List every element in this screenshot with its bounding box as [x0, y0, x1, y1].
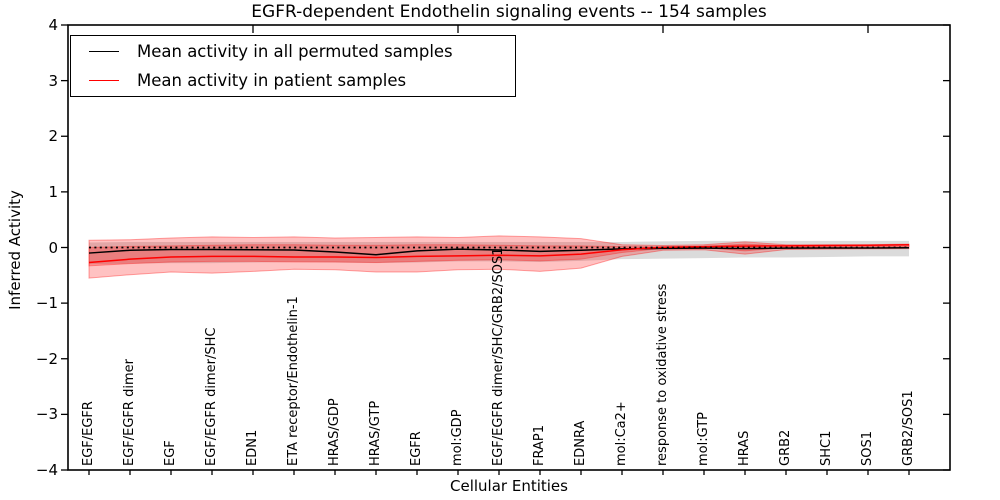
series-line-solid-red: [88, 243, 910, 264]
legend-item: Mean activity in all permuted samples: [71, 37, 515, 65]
x-category-label: EGF/EGFR dimer/SHC/GRB2/SOS1: [491, 247, 506, 467]
x-category-label: ETA receptor/Endothelin-1: [286, 296, 301, 466]
legend-label: Mean activity in patient samples: [137, 71, 407, 91]
chart-title: EGFR-dependent Endothelin signaling even…: [251, 2, 767, 22]
y-tick-label: 1: [48, 182, 58, 201]
legend-label: Mean activity in all permuted samples: [137, 41, 453, 61]
x-category-label: SOS1: [860, 430, 875, 466]
legend: Mean activity in all permuted samples Mea…: [70, 35, 516, 97]
x-axis-label: Cellular Entities: [450, 477, 568, 495]
x-category-label: mol:GTP: [696, 412, 711, 466]
legend-line-swatch: [89, 50, 119, 52]
y-tick-label: 2: [48, 127, 58, 146]
x-category-label: GRB2/SOS1: [901, 390, 916, 466]
y-tick-label: −3: [35, 405, 58, 424]
x-category-label: EGF/EGFR dimer: [122, 359, 137, 466]
y-tick-label: 4: [48, 16, 58, 34]
y-tick-label: −1: [35, 294, 58, 313]
x-category-label: EGF/EGFR dimer/SHC: [204, 327, 219, 466]
y-axis-label: Inferred Activity: [6, 190, 24, 310]
legend-item: Mean activity in patient samples: [71, 67, 515, 95]
x-category-label: EDNRA: [573, 420, 588, 466]
x-category-label: SHC1: [819, 430, 834, 466]
y-tick-label: 0: [48, 238, 58, 257]
y-tick-label: 3: [48, 71, 58, 90]
x-category-label: EGF: [163, 440, 178, 466]
x-category-label: HRAS: [737, 430, 752, 466]
legend-line-swatch: [89, 80, 119, 82]
x-category-label: EGFR: [409, 431, 424, 466]
x-category-label: HRAS/GTP: [368, 400, 383, 466]
x-category-label: mol:GDP: [450, 409, 465, 466]
x-category-label: HRAS/GDP: [327, 398, 342, 466]
x-category-label: response to oxidative stress: [655, 283, 670, 466]
x-category-label: mol:Ca2+: [614, 401, 629, 466]
series-line-solid-black: [88, 247, 910, 256]
x-category-label: EDN1: [245, 429, 260, 466]
y-tick-label: −2: [35, 349, 58, 368]
x-category-label: FRAP1: [532, 425, 547, 466]
x-category-label: EGF/EGFR: [81, 401, 96, 466]
x-category-label: GRB2: [778, 429, 793, 466]
y-tick-label: −4: [35, 461, 58, 479]
